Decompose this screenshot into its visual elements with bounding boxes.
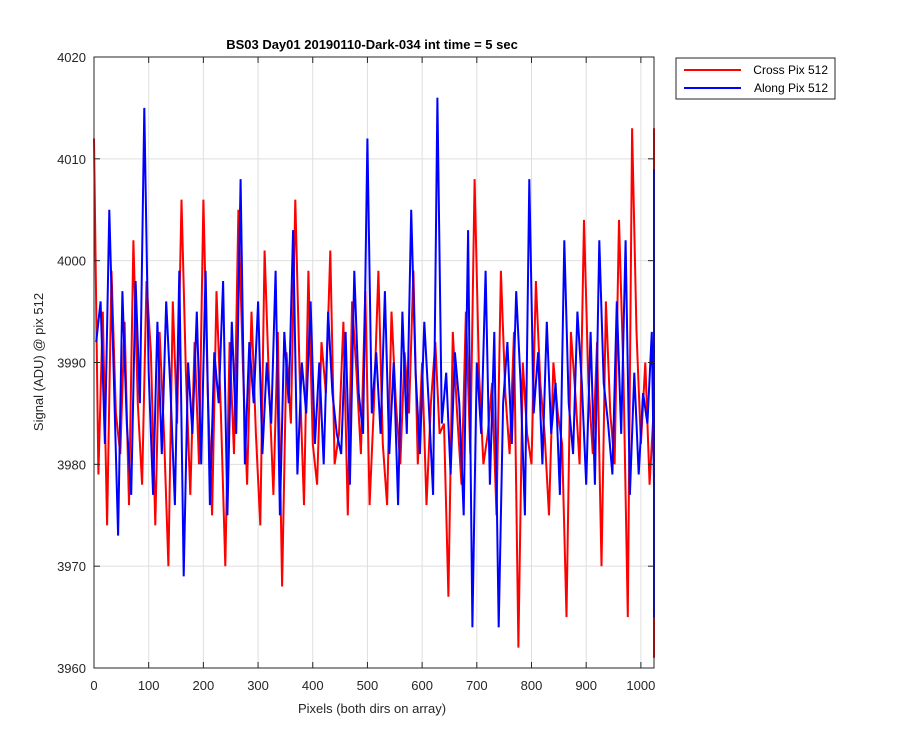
x-axis-label: Pixels (both dirs on array) xyxy=(298,701,446,716)
x-tick-label: 300 xyxy=(247,678,269,693)
legend-box xyxy=(675,57,836,100)
x-tick-label: 900 xyxy=(575,678,597,693)
ticks: 0 100 200 300 400 500 600 700 800 900 1000 3960 3970… xyxy=(57,50,655,693)
x-tick-label: 500 xyxy=(357,678,379,693)
x-tick-label: 0 xyxy=(90,678,97,693)
legend-label-along: Along Pix 512 xyxy=(754,81,828,95)
x-tick-label: 100 xyxy=(138,678,160,693)
x-tick-label: 600 xyxy=(411,678,433,693)
legend[interactable]: Cross Pix 512 Along Pix 512 xyxy=(675,57,836,100)
x-tick-label: 400 xyxy=(302,678,324,693)
y-tick-label: 3990 xyxy=(57,356,86,371)
y-tick-label: 3970 xyxy=(57,559,86,574)
y-tick-label: 4000 xyxy=(57,254,86,269)
y-tick-label: 4020 xyxy=(57,50,86,65)
x-tick-label: 800 xyxy=(521,678,543,693)
y-tick-label: 3980 xyxy=(57,457,86,472)
y-tick-label: 3960 xyxy=(57,661,86,676)
legend-label-cross: Cross Pix 512 xyxy=(753,63,828,77)
x-tick-label: 700 xyxy=(466,678,488,693)
x-tick-label: 1000 xyxy=(626,678,655,693)
x-tick-label: 200 xyxy=(193,678,215,693)
y-tick-label: 4010 xyxy=(57,152,86,167)
chart-title: BS03 Day01 20190110-Dark-034 int time = … xyxy=(226,37,518,52)
y-axis-label: Signal (ADU) @ pix 512 xyxy=(31,293,46,431)
